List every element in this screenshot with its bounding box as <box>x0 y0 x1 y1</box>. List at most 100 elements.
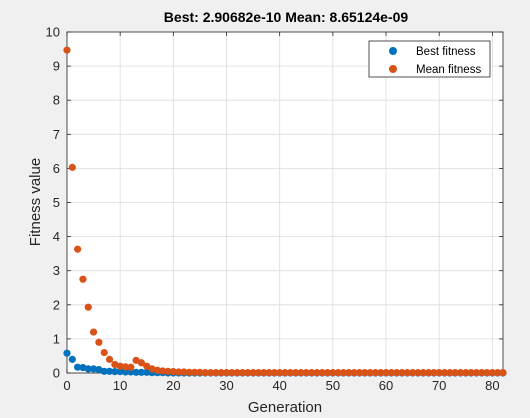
mean-fitness-point <box>286 369 294 377</box>
mean-fitness-point <box>494 369 502 377</box>
mean-fitness-point <box>329 369 337 377</box>
mean-fitness-point <box>79 275 87 283</box>
best-fitness-point <box>100 367 108 375</box>
mean-fitness-point <box>169 368 177 376</box>
mean-fitness-point <box>196 368 204 376</box>
best-fitness-point <box>132 368 140 376</box>
mean-fitness-point <box>238 369 247 377</box>
mean-fitness-point <box>499 369 507 377</box>
mean-fitness-point <box>355 369 364 377</box>
x-tick-label: 30 <box>219 378 233 393</box>
x-tick-label: 50 <box>326 378 340 393</box>
mean-fitness-point <box>302 369 310 377</box>
mean-fitness-point <box>387 369 395 377</box>
mean-fitness-point <box>84 303 92 311</box>
legend-marker-mean <box>389 65 397 73</box>
mean-fitness-point <box>185 368 193 376</box>
mean-fitness-point <box>456 369 465 377</box>
best-fitness-point <box>74 363 82 371</box>
mean-fitness-point <box>377 369 385 377</box>
mean-fitness-point <box>488 369 496 377</box>
mean-fitness-point <box>382 369 390 377</box>
mean-fitness-point <box>435 369 443 377</box>
best-fitness-point <box>111 368 119 376</box>
y-tick-label: 3 <box>53 263 60 278</box>
mean-fitness-point <box>143 362 151 370</box>
mean-fitness-point <box>307 369 316 377</box>
best-fitness-point <box>89 365 98 373</box>
legend-marker-best <box>389 47 397 55</box>
mean-fitness-point <box>233 369 241 377</box>
mean-fitness-point <box>419 369 427 377</box>
best-fitness-point <box>68 355 76 363</box>
mean-fitness-point <box>180 368 188 376</box>
legend-label-mean: Mean fitness <box>416 64 481 76</box>
mean-fitness-point <box>292 369 300 377</box>
mean-fitness-point <box>201 369 209 377</box>
mean-fitness-point <box>472 369 481 377</box>
mean-fitness-point <box>361 369 369 377</box>
mean-fitness-point <box>222 369 231 377</box>
mean-fitness-point <box>483 369 491 377</box>
mean-fitness-point <box>265 369 273 377</box>
mean-fitness-point <box>339 369 348 377</box>
y-tick-label: 2 <box>53 297 60 312</box>
mean-fitness-point <box>276 369 284 377</box>
mean-fitness-point <box>440 369 449 377</box>
mean-fitness-point <box>260 369 268 377</box>
mean-fitness-point <box>414 369 422 377</box>
mean-fitness-point <box>297 369 305 377</box>
mean-fitness-point <box>366 369 374 377</box>
mean-fitness-point <box>175 368 183 376</box>
mean-fitness-point <box>451 369 459 377</box>
mean-fitness-point <box>323 369 332 377</box>
mean-fitness-point <box>244 369 252 377</box>
data-points <box>63 46 507 377</box>
mean-fitness-point <box>89 328 98 336</box>
y-tick-label: 8 <box>53 93 60 108</box>
best-fitness-point <box>105 367 114 375</box>
mean-fitness-point <box>95 338 103 346</box>
y-tick-label: 5 <box>53 195 60 210</box>
mean-fitness-point <box>403 369 411 377</box>
mean-fitness-point <box>393 369 401 377</box>
mean-fitness-point <box>350 369 358 377</box>
y-tick-label: 4 <box>53 229 60 244</box>
chart-title: Best: 2.90682e-10 Mean: 8.65124e-09 <box>164 9 409 25</box>
mean-fitness-point <box>398 369 406 377</box>
mean-fitness-point <box>206 369 215 377</box>
mean-fitness-point <box>159 367 167 375</box>
x-tick-label: 60 <box>379 378 393 393</box>
y-tick-label: 10 <box>46 25 60 40</box>
best-fitness-point <box>121 368 130 376</box>
x-tick-label: 10 <box>113 378 127 393</box>
mean-fitness-point <box>116 362 124 370</box>
x-tick-label: 20 <box>166 378 180 393</box>
mean-fitness-point <box>63 46 71 54</box>
axis-ticks: 0 10 20 30 40 50 60 70 80 0 1 2 3 4 5 6 7 8 9 10 <box>46 25 503 393</box>
y-tick-label: 1 <box>53 331 60 346</box>
best-fitness-point <box>84 365 92 373</box>
legend-box <box>368 40 491 78</box>
mean-fitness-point <box>153 366 161 374</box>
x-tick-label: 70 <box>432 378 446 393</box>
legend-label-best: Best fitness <box>416 46 476 58</box>
x-axis-label: Generation <box>248 399 322 416</box>
mean-fitness-point <box>462 369 470 377</box>
mean-fitness-point <box>270 369 278 377</box>
mean-fitness-point <box>281 369 289 377</box>
x-tick-label: 40 <box>272 378 286 393</box>
best-fitness-point <box>116 368 124 376</box>
mean-fitness-point <box>446 369 454 377</box>
mean-fitness-point <box>100 348 108 357</box>
mean-fitness-point <box>318 369 326 377</box>
mean-fitness-point <box>334 369 342 377</box>
best-fitness-point <box>137 368 146 376</box>
mean-fitness-point <box>424 369 433 377</box>
y-tick-label: 9 <box>53 59 60 74</box>
mean-fitness-point <box>345 369 353 377</box>
mean-fitness-point <box>127 363 135 371</box>
mean-fitness-point <box>68 163 76 171</box>
mean-fitness-point <box>313 369 321 377</box>
